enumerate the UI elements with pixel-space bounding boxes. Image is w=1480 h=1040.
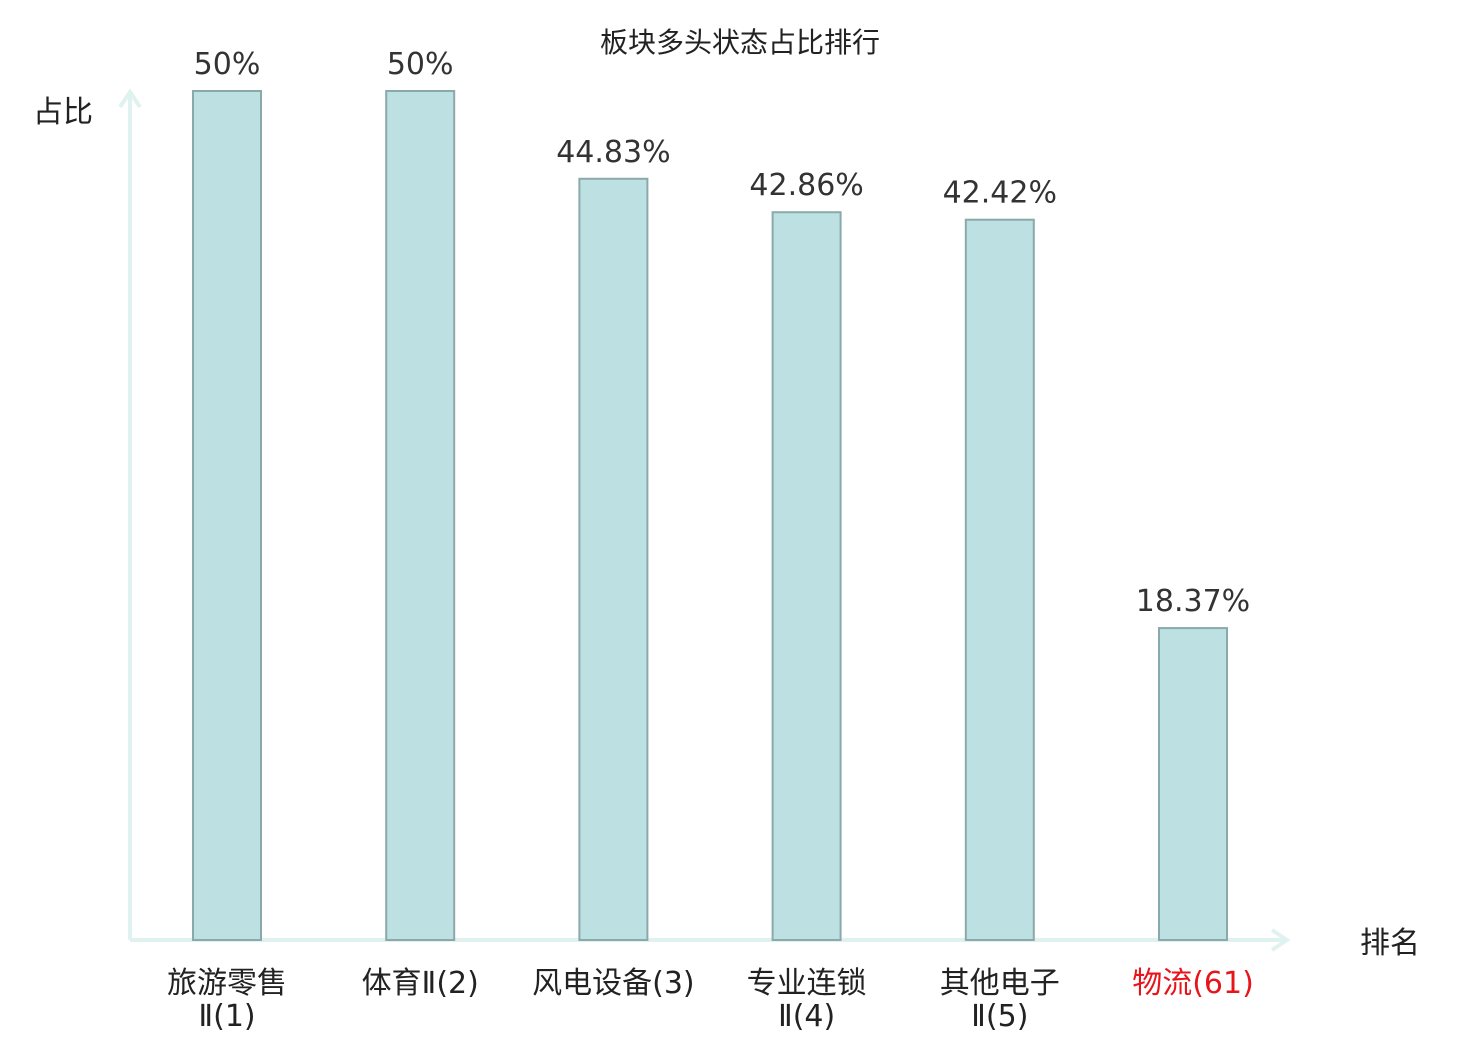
x-axis-label: 排名 (1360, 926, 1420, 961)
y-axis-label: 占比 (33, 95, 93, 130)
value-labels-group: 50% 50% 44.83% 42.86% 42.42% 18.37% (194, 47, 1251, 619)
bar (385, 90, 456, 941)
x-tick-label: 物流(61) (1132, 966, 1254, 1001)
x-tick-label: 旅游零售 (167, 966, 287, 1001)
bar (964, 218, 1035, 942)
x-tick-label: 体育Ⅱ(2) (362, 966, 479, 1001)
bar (578, 177, 649, 941)
x-tick-label: 专业连锁 (747, 966, 867, 1001)
bars-group (192, 90, 1228, 942)
x-axis (130, 928, 1291, 952)
x-tick-label: Ⅱ(1) (198, 999, 255, 1034)
bar (771, 211, 842, 942)
bar (192, 90, 262, 941)
x-tick-label: 风电设备(3) (532, 966, 695, 1001)
data-label: 18.37% (1136, 584, 1250, 619)
data-label: 42.42% (943, 176, 1057, 211)
chart-title: 板块多头状态占比排行 (600, 26, 880, 59)
x-tick-label: Ⅱ(5) (971, 999, 1028, 1034)
data-label: 42.86% (749, 168, 863, 203)
data-label: 50% (387, 47, 454, 82)
bar (1158, 627, 1228, 941)
y-axis (118, 88, 142, 940)
x-tick-label: 其他电子 (940, 966, 1060, 1001)
x-tick-label: Ⅱ(4) (778, 999, 835, 1034)
data-label: 50% (194, 47, 261, 82)
data-label: 44.83% (556, 135, 670, 170)
